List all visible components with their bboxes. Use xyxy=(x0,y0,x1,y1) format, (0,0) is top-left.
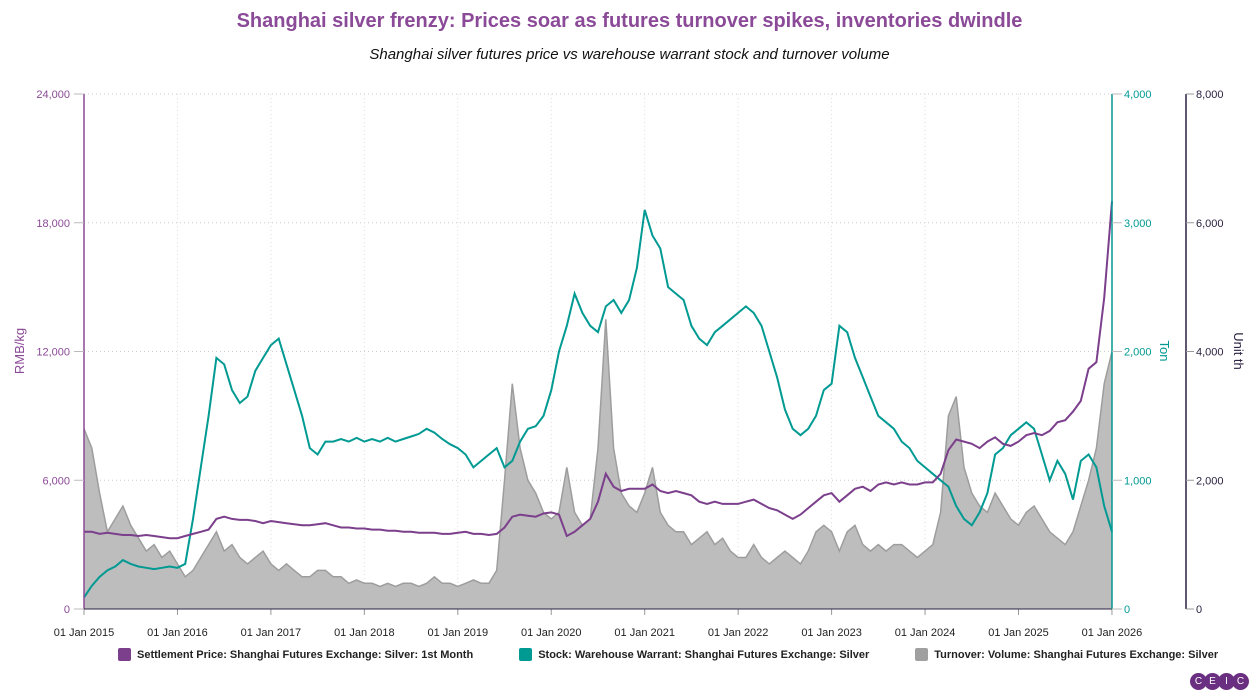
x-tick-label: 01 Jan 2022 xyxy=(708,627,769,639)
x-tick-label: 01 Jan 2024 xyxy=(895,627,956,639)
legend-item-price[interactable]: Settlement Price: Shanghai Futures Excha… xyxy=(118,648,473,661)
right-tick-label-ton: 0 xyxy=(1124,604,1130,616)
legend-swatch xyxy=(915,648,929,661)
right-tick-label-unit: 4,000 xyxy=(1196,347,1224,359)
turnover-line xyxy=(83,319,1113,588)
right-axis-label-unit: Unit th xyxy=(1231,332,1246,370)
chart-subtitle: Shanghai silver futures price vs warehou… xyxy=(369,46,890,63)
stock-line xyxy=(83,209,1113,598)
x-tick-label: 01 Jan 2020 xyxy=(521,627,582,639)
right-axis-label-ton: Ton xyxy=(1157,341,1172,362)
left-axis-label: RMB/kg xyxy=(12,328,27,374)
right-tick-label-unit: 6,000 xyxy=(1196,218,1224,230)
left-tick-label: 0 xyxy=(64,604,70,616)
turnover-area xyxy=(84,319,1112,609)
right-tick-label-ton: 1,000 xyxy=(1124,475,1152,487)
x-tick-label: 01 Jan 2025 xyxy=(988,627,1049,639)
right-tick-label-ton: 3,000 xyxy=(1124,218,1152,230)
right-tick-label-unit: 8,000 xyxy=(1196,89,1224,101)
chart-title: Shanghai silver frenzy: Prices soar as f… xyxy=(236,10,1023,32)
legend-label: Turnover: Volume: Shanghai Futures Excha… xyxy=(934,648,1219,661)
x-tick-label: 01 Jan 2026 xyxy=(1082,627,1143,639)
right-tick-label-ton: 4,000 xyxy=(1124,89,1152,101)
left-tick-label: 12,000 xyxy=(36,347,70,359)
x-tick-label: 01 Jan 2015 xyxy=(54,627,115,639)
x-tick-label: 01 Jan 2016 xyxy=(147,627,208,639)
legend-swatch xyxy=(519,648,533,661)
left-tick-label: 6,000 xyxy=(42,475,70,487)
right-tick-label-unit: 0 xyxy=(1196,604,1202,616)
x-tick-label: 01 Jan 2019 xyxy=(428,627,489,639)
legend-item-turnover[interactable]: Turnover: Volume: Shanghai Futures Excha… xyxy=(915,648,1218,661)
legend: Settlement Price: Shanghai Futures Excha… xyxy=(118,648,1218,661)
legend-label: Settlement Price: Shanghai Futures Excha… xyxy=(137,648,474,661)
x-tick-label: 01 Jan 2017 xyxy=(241,627,302,639)
left-tick-label: 24,000 xyxy=(36,89,70,101)
price-line xyxy=(84,201,1113,540)
x-tick-label: 01 Jan 2018 xyxy=(334,627,395,639)
legend-label: Stock: Warehouse Warrant: Shanghai Futur… xyxy=(538,648,870,661)
x-tick-label: 01 Jan 2023 xyxy=(801,627,862,639)
right-tick-label-ton: 2,000 xyxy=(1124,347,1152,359)
right-tick-label-unit: 2,000 xyxy=(1196,475,1224,487)
x-tick-label: 01 Jan 2021 xyxy=(614,627,675,639)
legend-swatch xyxy=(118,648,131,661)
left-tick-label: 18,000 xyxy=(36,218,70,230)
legend-item-stock[interactable]: Stock: Warehouse Warrant: Shanghai Futur… xyxy=(519,648,869,661)
